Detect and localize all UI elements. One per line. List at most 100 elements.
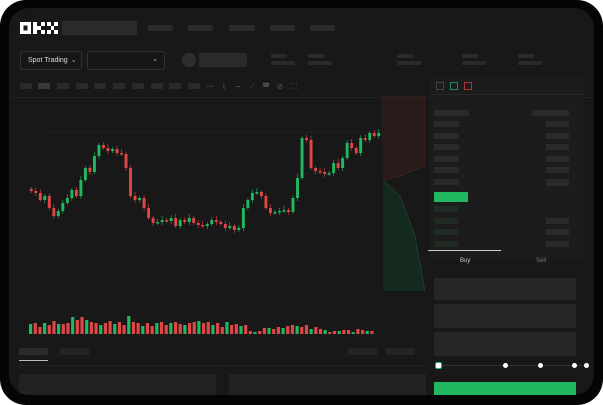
candle: [124, 154, 128, 168]
candle: [56, 211, 60, 216]
mode-select[interactable]: Spot Trading ⌄: [20, 51, 82, 70]
bid-size: [546, 217, 569, 224]
timeframe-button[interactable]: [169, 83, 181, 89]
search-placeholder[interactable]: [62, 21, 137, 35]
tab-buy[interactable]: Buy: [460, 258, 471, 264]
candle: [142, 198, 146, 208]
filter-button[interactable]: [386, 348, 415, 355]
candle: [300, 138, 304, 178]
candle: [250, 193, 254, 200]
stat-label: [271, 54, 287, 58]
volume-bar: [29, 324, 33, 334]
coin-icon: [182, 53, 196, 67]
candlestick-chart[interactable]: [15, 96, 425, 336]
bid-size: [546, 229, 569, 235]
candle: [43, 196, 47, 200]
pair-select[interactable]: ⌄: [87, 51, 165, 70]
candle: [47, 196, 51, 208]
slider-step[interactable]: [584, 363, 589, 368]
candle: [368, 133, 372, 140]
candle: [363, 138, 367, 140]
candle: [92, 156, 96, 172]
timeframe-button[interactable]: [132, 83, 144, 89]
candle: [237, 228, 241, 230]
volume-bar: [150, 326, 154, 334]
app-window: Spot Trading ⌄ ⌄ 〰 ⌇ ∼ ⟋ ◚ ⊘ ⛶ Buy Sell: [9, 8, 594, 395]
bid-size: [546, 240, 569, 247]
volume-bar: [337, 331, 341, 334]
slider-step[interactable]: [572, 363, 577, 368]
orderbook-both-icon[interactable]: [436, 82, 444, 90]
volume-bar: [360, 330, 365, 334]
timeframe-button[interactable]: [151, 83, 163, 89]
candle: [187, 218, 191, 222]
volume-bar: [136, 323, 140, 334]
timeframe-button[interactable]: [113, 83, 125, 89]
candle: [61, 203, 65, 211]
volume-bar: [267, 328, 271, 334]
order-book: [430, 78, 584, 258]
ruler-icon[interactable]: ⟋: [249, 82, 255, 91]
tab-open-orders[interactable]: [19, 348, 48, 355]
volume-bar: [192, 322, 196, 334]
volume-bar: [141, 326, 145, 334]
ask-size: [546, 155, 569, 162]
timeframe-button[interactable]: [57, 83, 69, 89]
stat-label: [397, 54, 413, 58]
amount-input[interactable]: [434, 304, 576, 328]
ask-size: [546, 180, 569, 186]
tab-history[interactable]: [60, 348, 89, 355]
leverage-slider[interactable]: [439, 365, 587, 366]
active-tab-underline: [428, 250, 501, 251]
volume-bar: [43, 323, 47, 334]
timeframe-button[interactable]: [38, 83, 50, 89]
slider-step[interactable]: [503, 363, 508, 368]
stat-label: [308, 54, 324, 58]
ask-price: [434, 144, 459, 150]
indicator-icon[interactable]: 〰: [206, 82, 214, 91]
timeframe-button[interactable]: [188, 83, 200, 89]
volume-bar: [365, 331, 369, 334]
candle: [314, 168, 318, 171]
volume-bar: [94, 323, 98, 334]
orderbook-sell-icon[interactable]: [464, 82, 472, 90]
orderbook-buy-icon[interactable]: [450, 82, 458, 90]
timeframe-button[interactable]: [20, 83, 32, 89]
candle: [120, 153, 123, 155]
okx-logo[interactable]: [20, 22, 58, 34]
nav-item[interactable]: [270, 25, 295, 31]
volume-bar: [38, 327, 42, 334]
tab-sell[interactable]: Sell: [536, 258, 547, 264]
filter-button[interactable]: [348, 348, 377, 355]
nav-item[interactable]: [310, 25, 335, 31]
draw-line-icon[interactable]: ⌇: [222, 82, 226, 91]
settings-icon[interactable]: ⊘: [276, 82, 284, 91]
nav-item[interactable]: [148, 25, 173, 31]
stat-value: [271, 61, 295, 65]
nav-item[interactable]: [229, 25, 255, 31]
slider-handle[interactable]: [435, 362, 442, 369]
slider-step[interactable]: [538, 363, 543, 368]
candle: [201, 225, 205, 227]
volume-bar: [103, 323, 107, 334]
nav-item[interactable]: [188, 25, 213, 31]
camera-icon[interactable]: ◚: [262, 82, 270, 91]
fullscreen-icon[interactable]: ⛶: [291, 82, 297, 91]
volume-bar: [318, 329, 323, 334]
price-input[interactable]: [434, 278, 576, 300]
trend-icon[interactable]: ∼: [234, 82, 242, 91]
buy-button[interactable]: [434, 382, 576, 395]
volume-bar: [173, 322, 178, 334]
total-input[interactable]: [434, 332, 576, 356]
assets-card: [229, 374, 426, 395]
candle: [160, 220, 164, 222]
volume-bar: [262, 328, 266, 334]
ask-size: [546, 132, 569, 139]
timeframe-button[interactable]: [76, 83, 88, 89]
candle: [278, 211, 281, 213]
candle: [223, 224, 227, 228]
timeframe-button[interactable]: [94, 83, 106, 89]
volume-bar: [47, 325, 51, 334]
volume-bar: [57, 324, 61, 334]
candle: [246, 200, 250, 208]
